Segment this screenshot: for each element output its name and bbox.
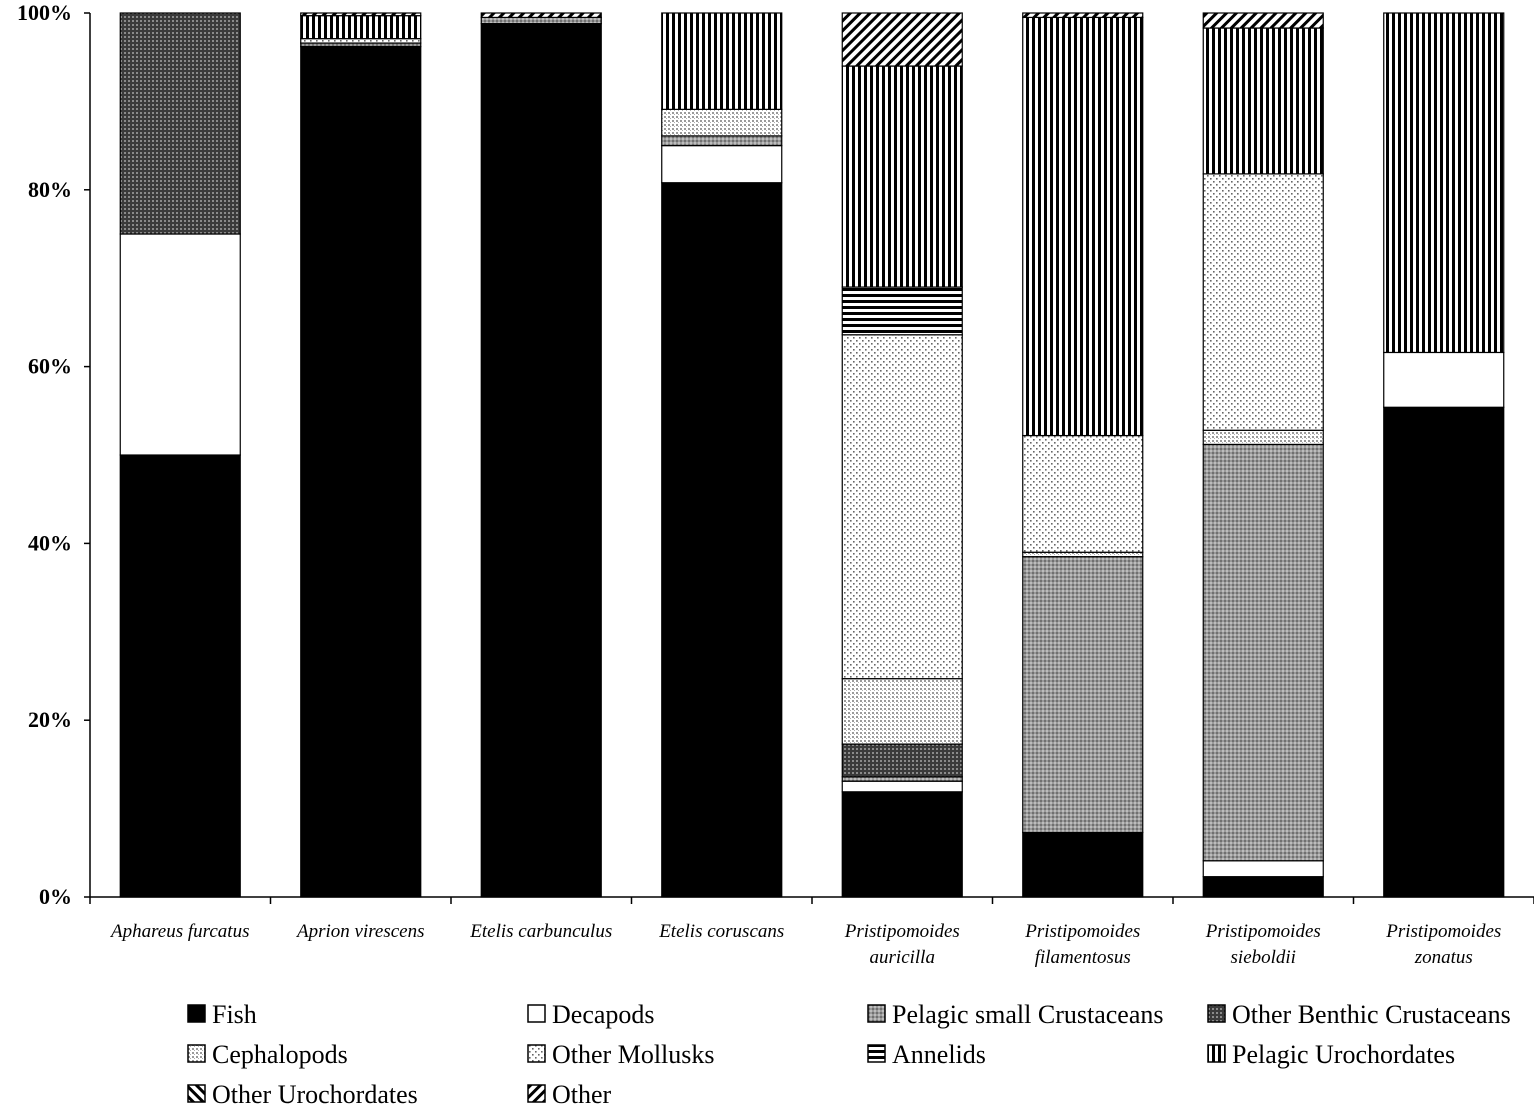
bar-segment — [841, 334, 963, 680]
legend: Fish Decapods Pelagic small Crustaceans Oth… — [187, 1000, 1511, 1109]
legend-label: Other Benthic Crustaceans — [1232, 1000, 1511, 1029]
legend-swatch — [187, 1044, 206, 1063]
bar-segment — [841, 743, 963, 778]
legend-swatch — [527, 1084, 546, 1103]
bar-segment — [1202, 27, 1324, 175]
bar-segment — [841, 65, 963, 288]
x-category-label: Pristipomoides — [1024, 921, 1140, 942]
legend-label: Pelagic Urochordates — [1232, 1040, 1455, 1069]
bar-segment — [1022, 551, 1144, 558]
bar-segment — [1022, 12, 1144, 19]
bar-segment — [119, 233, 241, 456]
x-category-label: Aprion virescens — [295, 921, 425, 942]
bar-segment — [300, 45, 422, 898]
legend-swatch — [867, 1044, 886, 1063]
x-category-label: zonatus — [1414, 947, 1473, 968]
bar-segment — [661, 108, 783, 137]
legend-label: Decapods — [552, 1000, 655, 1029]
bar-segment — [661, 182, 783, 898]
bar-segment — [1022, 434, 1144, 553]
bar-segment — [1383, 351, 1505, 408]
legend-label: Fish — [212, 1000, 257, 1029]
bar-segment — [300, 38, 422, 44]
legend-swatch — [527, 1044, 546, 1063]
bar-segment — [1202, 173, 1324, 431]
bar-segment — [1383, 12, 1505, 354]
bar-segment — [300, 12, 422, 17]
y-tick-label: 80% — [28, 177, 72, 202]
x-category-label: Pristipomoides — [844, 921, 960, 942]
x-category-label: sieboldii — [1231, 947, 1296, 968]
x-category-label: auricilla — [870, 947, 935, 968]
bar-segment — [1202, 429, 1324, 445]
bar-segment — [661, 135, 783, 147]
legend-swatch — [867, 1004, 886, 1023]
legend-label: Annelids — [892, 1040, 986, 1069]
legend-swatch — [187, 1004, 206, 1023]
y-tick-label: 20% — [28, 707, 72, 732]
legend-swatch — [1207, 1044, 1226, 1063]
bars-layer — [119, 12, 1505, 898]
x-category-label: Etelis coruscans — [658, 921, 784, 942]
x-category-label: Aphareus furcatus — [109, 921, 249, 942]
bar-segment — [1202, 443, 1324, 862]
bar-segment — [661, 145, 783, 184]
bar-segment — [480, 16, 602, 25]
bar-segment — [841, 678, 963, 745]
legend-swatch — [1207, 1004, 1226, 1023]
legend-swatch — [187, 1084, 206, 1103]
legend-label: Pelagic small Crustaceans — [892, 1000, 1163, 1029]
bar-segment — [1202, 12, 1324, 29]
legend-label: Cephalopods — [212, 1040, 348, 1069]
bar-segment — [841, 780, 963, 793]
x-category-label: Pristipomoides — [1205, 921, 1321, 942]
bar-segment — [480, 23, 602, 898]
bar-segment — [1022, 831, 1144, 898]
bar-segment — [1022, 16, 1144, 437]
bar-segment — [661, 12, 783, 110]
bar-segment — [1202, 860, 1324, 878]
bar-segment — [1383, 406, 1505, 898]
axes-layer: 0% 20% 40% 60% 80% 100% Aphareus furcatus Aprio… — [17, 0, 1534, 968]
bar-segment — [119, 454, 241, 898]
bar-segment — [841, 286, 963, 336]
y-tick-label: 60% — [28, 354, 72, 379]
bar-segment — [841, 12, 963, 67]
x-category-label: Etelis carbunculus — [469, 921, 612, 942]
bar-segment — [1022, 556, 1144, 834]
legend-swatch — [527, 1004, 546, 1023]
bar-segment — [841, 791, 963, 898]
y-tick-label: 100% — [17, 0, 72, 25]
legend-label: Other Mollusks — [552, 1040, 715, 1069]
y-tick-label: 0% — [39, 884, 72, 909]
legend-label: Other Urochordates — [212, 1080, 418, 1109]
bar-segment — [119, 12, 241, 235]
bar-segment — [841, 776, 963, 782]
bar-segment — [300, 15, 422, 40]
y-tick-label: 40% — [28, 530, 72, 555]
bar-segment — [1202, 876, 1324, 898]
x-category-label: filamentosus — [1035, 947, 1131, 968]
bar-segment — [480, 12, 602, 19]
x-category-label: Pristipomoides — [1385, 921, 1501, 942]
legend-label: Other — [552, 1080, 612, 1109]
